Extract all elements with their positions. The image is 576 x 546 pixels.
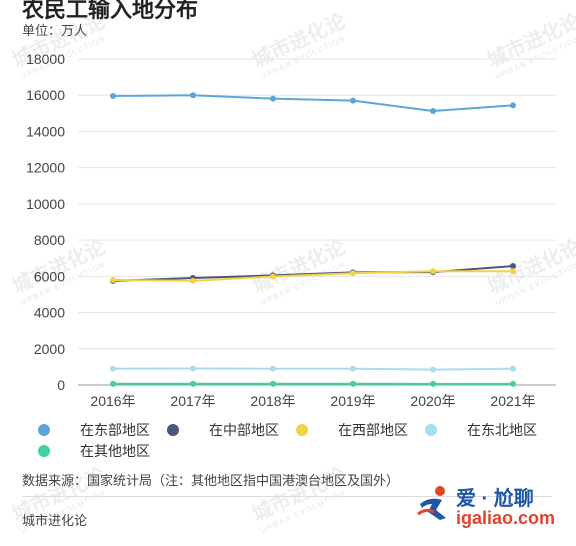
data-point — [110, 380, 116, 387]
data-point — [350, 380, 356, 387]
x-tick-label: 2016年 — [90, 393, 135, 409]
chart-title: 农民工输入地分布 — [22, 0, 199, 22]
x-tick-label: 2018年 — [250, 393, 295, 409]
data-point — [190, 92, 196, 99]
line-chart: 0 2000 4000 6000 8000 10000 12000 14000 16000 180… — [26, 51, 556, 409]
y-tick-label: 16000 — [26, 87, 65, 103]
y-tick-label: 12000 — [26, 160, 65, 176]
legend-item-other[interactable]: 在其他地区 — [38, 441, 150, 461]
data-point — [190, 277, 196, 284]
site-logo[interactable]: 爱 · 尬聊 igaliao.com — [416, 478, 566, 534]
x-tick-label: 2017年 — [170, 393, 215, 409]
data-point — [430, 107, 436, 114]
data-point — [430, 366, 436, 373]
x-tick-label: 2019年 — [330, 393, 375, 409]
series-line — [112, 265, 514, 282]
series-line — [112, 367, 514, 371]
legend-label: 在东北地区 — [467, 422, 537, 438]
watermark-sub: URBAN EVOLUTION — [258, 487, 347, 536]
data-point — [350, 365, 356, 372]
footer-divider — [22, 496, 552, 497]
legend-label: 在西部地区 — [338, 422, 408, 438]
y-tick-label: 10000 — [26, 196, 65, 212]
x-tick-label: 2020年 — [410, 393, 455, 409]
legend-dot-icon — [38, 445, 50, 457]
y-tick-label: 14000 — [26, 123, 65, 139]
data-point — [430, 268, 436, 275]
data-point — [190, 380, 196, 387]
legend-dot-icon — [167, 424, 179, 436]
legend-dot-icon — [296, 424, 308, 436]
data-point — [350, 270, 356, 277]
data-point — [270, 273, 276, 280]
unit-label: 单位：万人 — [22, 23, 88, 38]
legend-dot-icon — [38, 424, 50, 436]
y-tick-label: 8000 — [34, 232, 65, 248]
legend-label: 在东部地区 — [80, 422, 150, 438]
legend-label: 在其他地区 — [80, 443, 150, 459]
publisher-name: 城市进化论 — [22, 513, 88, 528]
data-point — [110, 92, 116, 99]
data-point — [510, 365, 516, 372]
data-point — [270, 365, 276, 372]
legend-dot-icon — [425, 424, 437, 436]
data-point — [510, 380, 516, 387]
data-point — [190, 365, 196, 372]
y-tick-label: 4000 — [34, 305, 65, 321]
data-point — [510, 268, 516, 275]
data-point — [110, 276, 116, 283]
y-tick-label: 2000 — [34, 341, 65, 357]
legend-item-central[interactable]: 在中部地区 — [167, 420, 279, 440]
data-point — [110, 365, 116, 372]
legend-item-east[interactable]: 在东部地区 — [38, 420, 150, 440]
y-tick-label: 6000 — [34, 268, 65, 284]
legend-item-northeast[interactable]: 在东北地区 — [425, 420, 537, 440]
y-tick-label: 0 — [57, 377, 65, 393]
data-point — [270, 95, 276, 102]
legend-label: 在中部地区 — [209, 422, 279, 438]
x-tick-label: 2021年 — [490, 393, 535, 409]
logo-main-text: 爱 · 尬聊 — [456, 488, 534, 510]
series-line — [112, 270, 513, 282]
data-point — [270, 380, 276, 387]
series-line — [112, 94, 514, 112]
y-tick-label: 18000 — [26, 51, 65, 67]
data-point — [430, 380, 436, 387]
data-point — [350, 97, 356, 104]
data-source-note: 数据来源：国家统计局（注：其他地区指中国港澳台地区及国外） — [22, 473, 400, 488]
legend-item-west[interactable]: 在西部地区 — [296, 420, 408, 440]
runner-logo-icon — [417, 486, 446, 520]
data-point — [510, 263, 516, 270]
logo-sub-text: igaliao.com — [456, 508, 556, 528]
data-point — [510, 102, 516, 109]
